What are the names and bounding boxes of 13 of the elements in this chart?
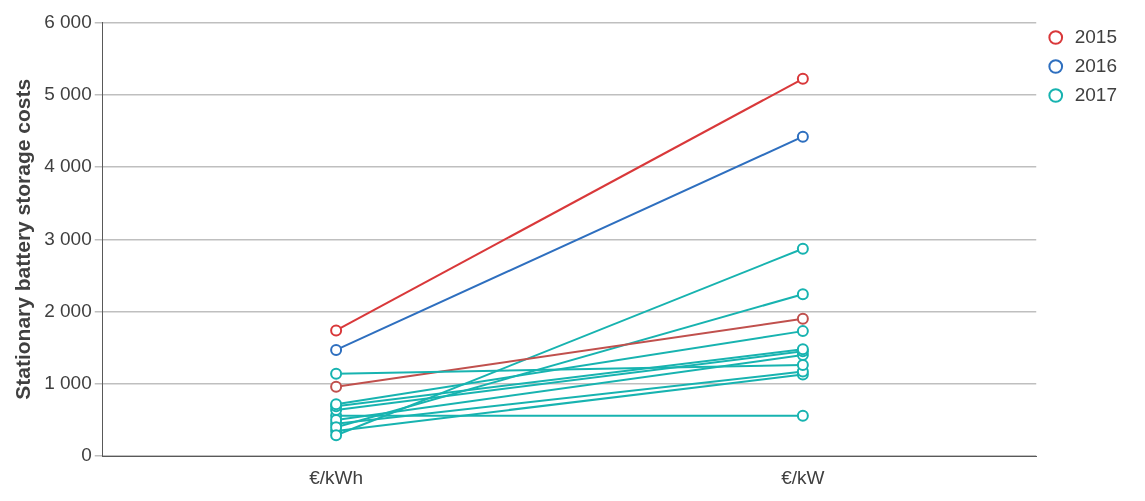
y-tick-label: 5 000 (44, 82, 92, 104)
y-tick-label: 1 000 (44, 372, 92, 394)
legend-label: 2015 (1074, 25, 1118, 47)
y-tick-label: 0 (81, 444, 92, 466)
legend-label: 2017 (1074, 83, 1118, 105)
x-tick-label: €/kWh (309, 466, 364, 488)
legend-label: 2016 (1074, 54, 1118, 76)
y-tick-label: 4 000 (44, 155, 92, 177)
x-tick-label: €/kW (781, 466, 825, 488)
y-tick-label: 3 000 (44, 227, 92, 249)
y-tick-label: 6 000 (44, 10, 92, 32)
y-axis-title: Stationary battery storage costs (11, 78, 35, 400)
y-tick-label: 2 000 (44, 299, 92, 321)
